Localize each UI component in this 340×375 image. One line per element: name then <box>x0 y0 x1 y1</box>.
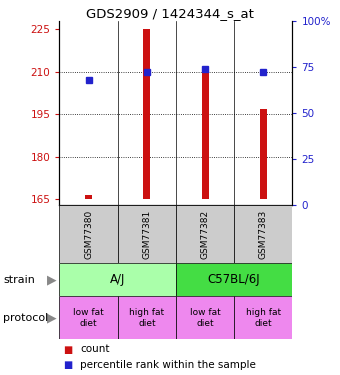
Text: GSM77383: GSM77383 <box>259 210 268 259</box>
Bar <box>59 205 118 263</box>
Text: ■: ■ <box>63 345 72 354</box>
Text: GSM77381: GSM77381 <box>142 210 151 259</box>
Text: ▶: ▶ <box>47 311 56 324</box>
Text: low fat
diet: low fat diet <box>73 308 104 327</box>
Text: high fat
diet: high fat diet <box>129 308 165 327</box>
Text: ■: ■ <box>63 360 72 370</box>
Bar <box>85 195 92 200</box>
Bar <box>234 296 292 339</box>
Bar <box>59 296 118 339</box>
Text: C57BL/6J: C57BL/6J <box>208 273 260 286</box>
Text: strain: strain <box>3 275 35 285</box>
Bar <box>234 205 292 263</box>
Bar <box>202 69 208 200</box>
Bar <box>176 296 234 339</box>
Bar <box>176 205 234 263</box>
Text: GSM77380: GSM77380 <box>84 210 93 259</box>
Text: protocol: protocol <box>3 313 49 323</box>
Text: GSM77382: GSM77382 <box>201 210 209 259</box>
Bar <box>143 29 150 200</box>
Text: GDS2909 / 1424344_s_at: GDS2909 / 1424344_s_at <box>86 7 254 20</box>
Text: percentile rank within the sample: percentile rank within the sample <box>80 360 256 370</box>
Text: high fat
diet: high fat diet <box>246 308 281 327</box>
Text: ▶: ▶ <box>47 273 56 286</box>
Bar <box>118 205 176 263</box>
Text: count: count <box>80 345 109 354</box>
Text: A/J: A/J <box>110 273 125 286</box>
Bar <box>260 109 267 200</box>
Bar <box>118 296 176 339</box>
Bar <box>176 263 292 296</box>
Bar <box>59 263 176 296</box>
Text: low fat
diet: low fat diet <box>190 308 220 327</box>
